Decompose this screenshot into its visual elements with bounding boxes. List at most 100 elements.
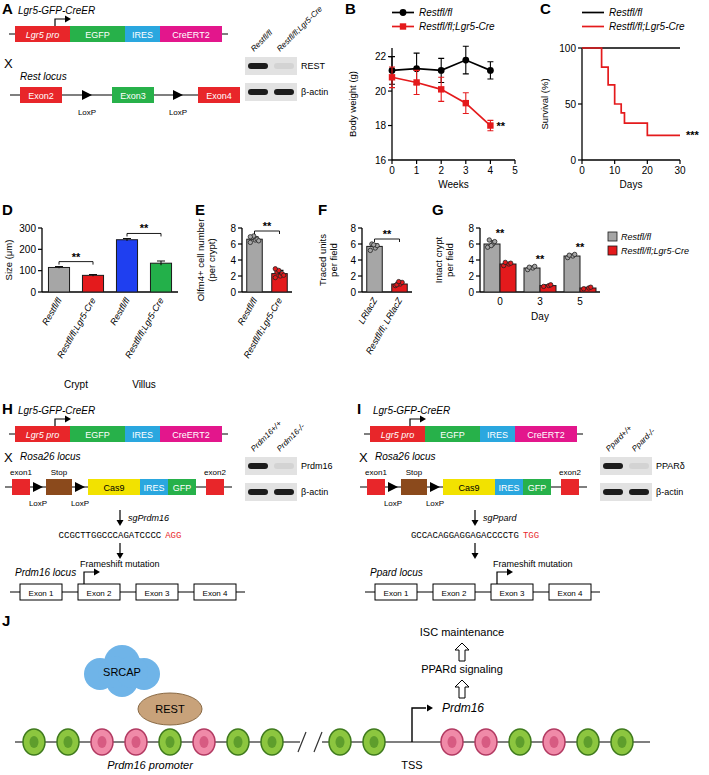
y-tick-label: 22 <box>375 51 387 62</box>
rosa-element <box>523 479 551 495</box>
x-tick-label: 20 <box>642 165 654 176</box>
bar <box>247 239 263 292</box>
construct-element <box>160 426 222 442</box>
rosa-element <box>206 479 224 495</box>
promoter-arrow <box>55 19 66 26</box>
exon-label: Exon 4 <box>558 589 583 598</box>
loxp-site <box>82 90 92 100</box>
tss-arrow <box>412 708 426 742</box>
loxp-site <box>173 90 183 100</box>
x-tick <box>416 160 417 164</box>
exon-label: Exon 3 <box>500 589 525 598</box>
chart-panel: B16182022012345Body weight (g)WeeksRestf… <box>345 0 518 190</box>
cross-symbol: X <box>4 56 13 71</box>
rosa-label: exon2 <box>204 468 226 477</box>
y-tick-label: 4 <box>230 255 236 266</box>
blot-row-label: PPARδ <box>656 461 685 471</box>
panel-label: A <box>2 0 13 17</box>
construct-label: CreERT2 <box>527 430 564 440</box>
pam: AGG <box>165 531 181 541</box>
loxp-label: LoxP <box>71 499 89 508</box>
marker <box>389 74 395 80</box>
data-point <box>589 285 593 289</box>
panel-label: F <box>318 201 327 218</box>
rosa-element <box>495 479 523 495</box>
arrow-head <box>472 553 479 559</box>
marker <box>463 100 469 106</box>
x-tick <box>391 160 392 164</box>
y-tick <box>238 275 242 276</box>
y-axis-label: Intact crypt <box>433 236 444 283</box>
exon <box>549 584 591 600</box>
y-axis-label: (per crypt) <box>206 238 217 281</box>
data-point <box>273 275 277 279</box>
nucleosome <box>441 729 463 755</box>
rosa-label: exon1 <box>10 468 32 477</box>
nucleosome-core <box>516 736 525 748</box>
marker <box>438 86 444 92</box>
plot-area <box>48 238 171 292</box>
sequence: CCGCTTGGCCCAGATCCCC <box>59 531 162 541</box>
mutation-arrow <box>84 572 94 584</box>
data-point <box>256 239 260 243</box>
arrow-head <box>117 520 124 526</box>
blot-band <box>274 463 294 469</box>
construct-label: Lgr5 pro <box>26 30 60 40</box>
construct-element <box>15 426 70 442</box>
y-tick <box>38 227 42 228</box>
y-axis-label: Size (μm) <box>3 240 14 281</box>
rosa-label: Stop <box>51 468 68 477</box>
x-tick-label: 4 <box>488 165 494 176</box>
rosa-label: IRES <box>143 483 164 493</box>
nucleosome <box>227 729 249 755</box>
error-bar <box>487 120 493 130</box>
panel-knockout: HLgr5-GFP-CreERLgr5 proEGFPIRESCreERT2XR… <box>2 400 333 600</box>
data-point <box>248 240 252 244</box>
exon <box>198 87 240 103</box>
panel-label: I <box>357 400 361 417</box>
y-tick <box>578 103 582 104</box>
nucleosome-core <box>482 736 491 748</box>
y-axis-label: Olfm4+ cell number <box>195 219 206 302</box>
blot-lane-label: Restfl/fl <box>249 28 274 53</box>
rosa-label: Cas9 <box>458 483 479 493</box>
y-tick <box>358 259 362 260</box>
x-tick-label: Restfl/fl <box>108 295 132 327</box>
panel-label: J <box>2 612 10 629</box>
loxp-site <box>75 482 85 492</box>
construct-element <box>70 426 125 442</box>
construct-element <box>160 26 222 42</box>
y-tick-label: 0 <box>468 287 474 298</box>
nucleosome-core <box>448 736 457 748</box>
arrow-shaft <box>474 543 475 553</box>
nucleosome <box>363 729 385 755</box>
chart-panel: C0501000102030Survival (%)DaysRestfl/flR… <box>539 0 700 190</box>
x-tick-label: 0 <box>389 165 395 176</box>
blot-band <box>603 463 623 469</box>
plot-area <box>582 48 680 135</box>
exon <box>491 584 533 600</box>
construct-element <box>70 26 125 42</box>
panel-label: C <box>540 0 551 17</box>
y-tick <box>476 259 480 260</box>
data-point <box>527 265 531 269</box>
hollow-arrow <box>455 680 469 698</box>
loxp-label: LoxP <box>384 499 402 508</box>
x-tick-label: 0 <box>497 296 503 307</box>
blot-row-label: β-actin <box>301 487 328 497</box>
x-tick <box>514 160 515 164</box>
locus-title: Ppard locus <box>370 567 423 578</box>
y-axis-label: per field <box>444 243 455 277</box>
annotation: ** <box>576 241 585 253</box>
x-tick <box>441 160 442 164</box>
chart-panel: D0100200300Size (μm)Restfl/flRestfl/fl;L… <box>2 201 178 390</box>
nucleosome <box>509 729 531 755</box>
legend-label: Restfl/fl;Lgr5-Cre <box>419 21 495 32</box>
rosa-element <box>401 479 427 495</box>
construct-label: IRES <box>132 430 153 440</box>
annotation: *** <box>686 129 700 141</box>
blot-band <box>274 489 294 495</box>
panel-knockout: ILgr5-GFP-CreERLgr5 proEGFPIRESCreERT2XR… <box>357 400 685 600</box>
marker <box>438 67 445 74</box>
y-tick-label: 8 <box>230 223 236 234</box>
